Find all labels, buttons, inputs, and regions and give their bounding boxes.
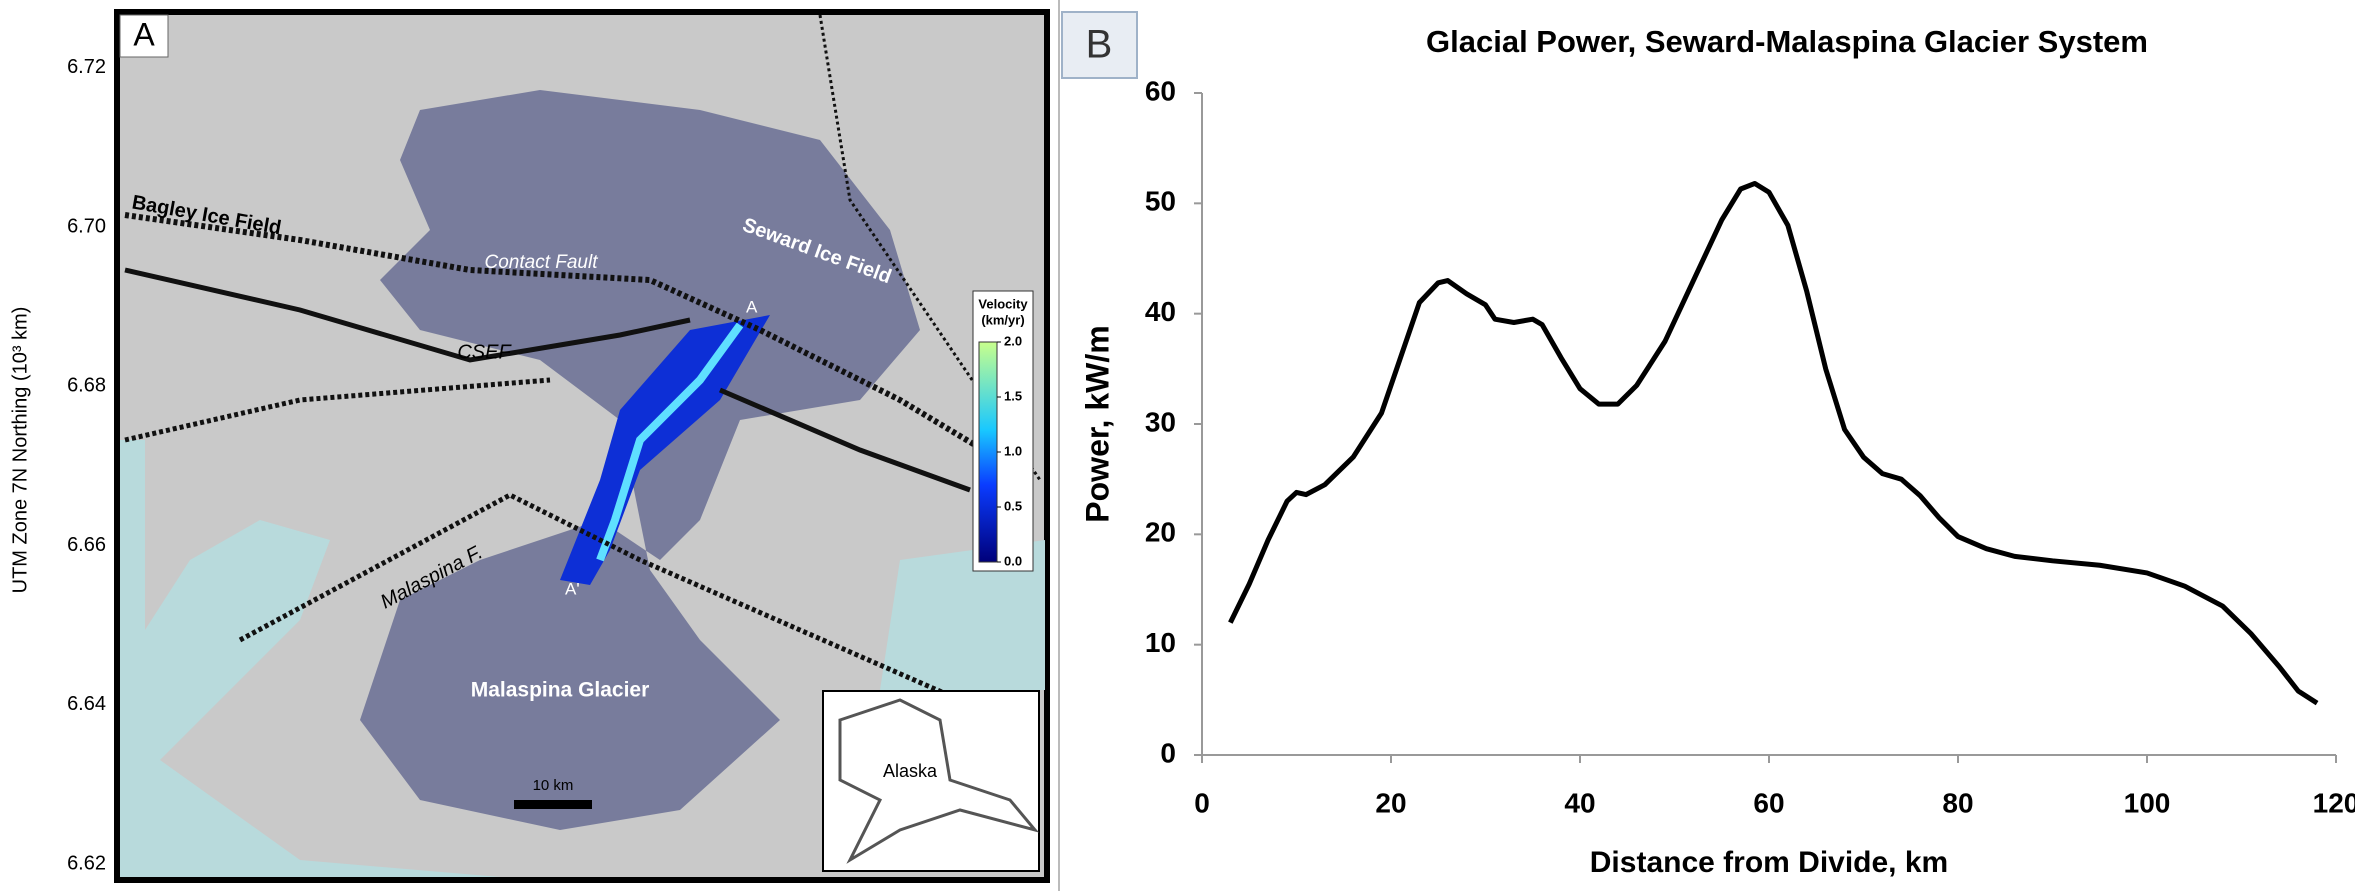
colorbar-tick-label: 0.0 (1004, 553, 1022, 568)
y-tick-label: 6.72 (67, 56, 106, 78)
colorbar-tick-label: 1.0 (1004, 443, 1022, 458)
place-label: Contact Fault (485, 252, 599, 273)
y-tick-label: 0 (1160, 737, 1176, 768)
inset-label: Alaska (883, 761, 938, 781)
y-tick-label: 6.62 (67, 852, 106, 874)
colorbar-unit: (km/yr) (981, 312, 1024, 327)
y-tick-label: 60 (1145, 75, 1176, 106)
y-axis-label: Power, kW/m (1079, 325, 1115, 522)
scale-bar-label: 10 km (533, 777, 574, 794)
x-tick-label: 100 (2124, 787, 2171, 818)
y-tick-label: 50 (1145, 186, 1176, 217)
profile-label: A (746, 297, 758, 316)
data-line (1228, 180, 2319, 706)
colorbar-tick-label: 2.0 (1004, 333, 1022, 348)
y-tick-label: 6.68 (67, 375, 106, 397)
y-tick-label: 40 (1145, 296, 1176, 327)
y-tick-label: 10 (1145, 627, 1176, 658)
x-tick-label: 120 (2313, 787, 2355, 818)
y-tick-label: 6.70 (67, 215, 106, 237)
x-axis-label: Distance from Divide, km (1590, 846, 1948, 879)
x-tick-label: 40 (1564, 787, 1595, 818)
panel-label: A (133, 16, 155, 52)
y-tick-label: 20 (1145, 517, 1176, 548)
map (114, 9, 1050, 883)
x-tick-label: 80 (1942, 787, 1973, 818)
colorbar-tick-label: 1.5 (1004, 388, 1022, 403)
colorbar-title: Velocity (978, 296, 1028, 311)
colorbar-tick-label: 0.5 (1004, 498, 1022, 513)
y-tick-label: 6.64 (67, 693, 106, 715)
panel-label-box (1061, 11, 1138, 79)
place-label: Malaspina Glacier (471, 679, 650, 702)
profile-label: A' (565, 579, 580, 598)
x-tick-label: 0 (1194, 787, 1210, 818)
y-tick-label: 30 (1145, 406, 1176, 437)
axis-label: UTM Zone 7N Northing (10³ km) (9, 307, 31, 594)
place-label: CSEF (457, 341, 512, 363)
x-tick-label: 20 (1375, 787, 1406, 818)
panel-label: B (1086, 23, 1113, 67)
chart-title: Glacial Power, Seward-Malaspina Glacier … (1426, 24, 2148, 59)
x-tick-label: 60 (1753, 787, 1784, 818)
y-tick-label: 6.66 (67, 534, 106, 556)
